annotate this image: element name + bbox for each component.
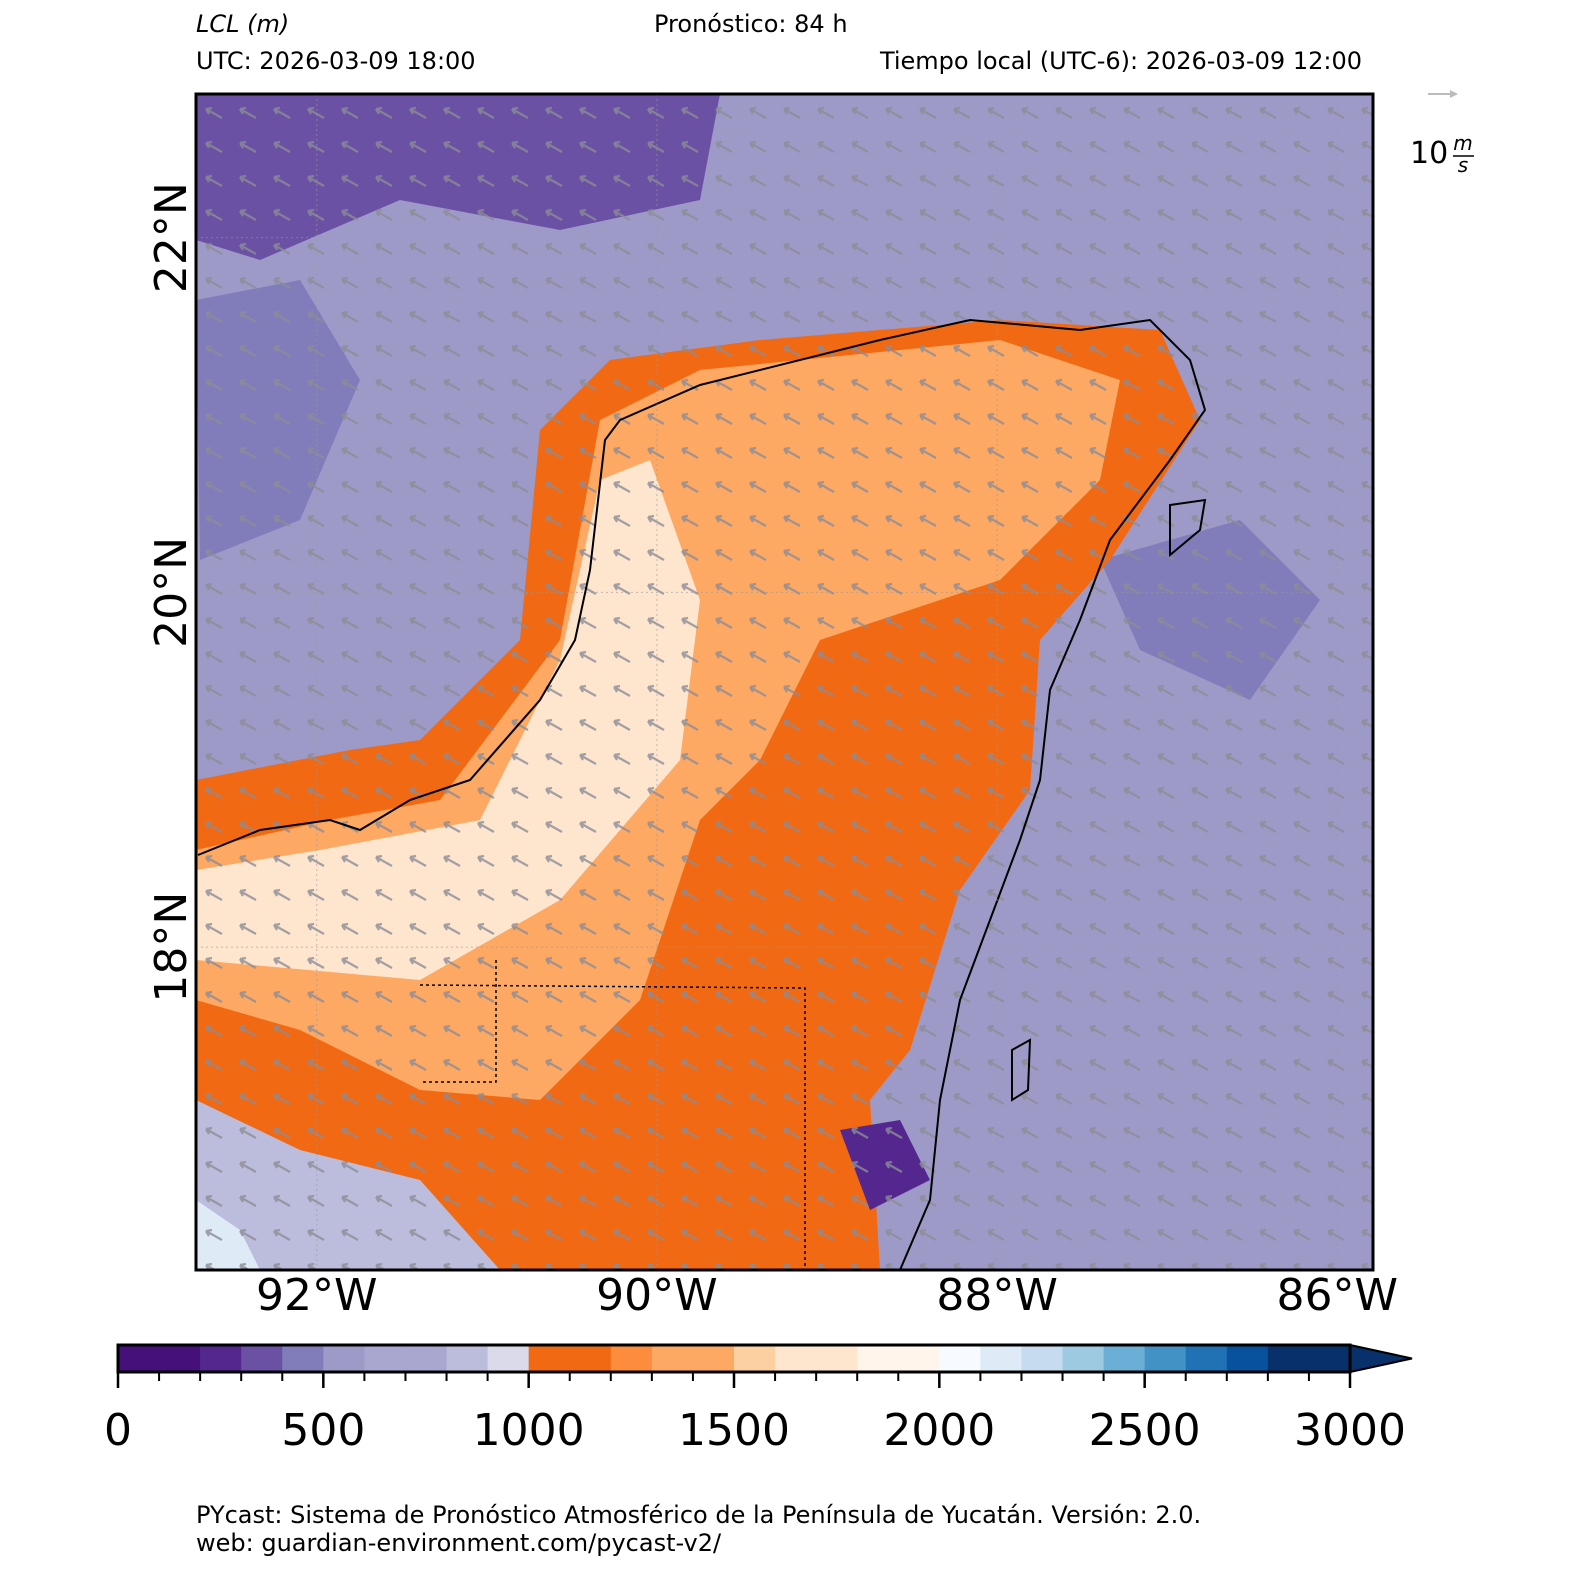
forecast-hour: Pronóstico: 84 h [654, 10, 848, 38]
color-bin [323, 1345, 365, 1372]
color-bin [734, 1345, 776, 1372]
wind-key-unit: m [1453, 131, 1472, 155]
color-bin [1103, 1345, 1146, 1372]
color-bin [775, 1345, 817, 1372]
extend-arrow [1349, 1343, 1413, 1374]
variable-title: LCL (m) [196, 10, 289, 38]
colorbar: 0 500 1000 1500 2000 2500 3000 [104, 1343, 1413, 1456]
color-bin [528, 1345, 571, 1372]
coastline [197, 318, 1207, 1270]
colorbar-tick-label: 1000 [473, 1405, 585, 1456]
lon-tick-label: 92°W [256, 1270, 378, 1321]
footer-text: web: guardian-environment.com/pycast-v2/ [196, 1529, 722, 1557]
color-bin [405, 1345, 448, 1372]
wind-key-unit: s [1458, 153, 1468, 177]
color-bin [610, 1345, 653, 1372]
color-bin [898, 1345, 940, 1372]
wind-vectors [196, 94, 1373, 1270]
color-bin [980, 1345, 1022, 1372]
color-bin [159, 1345, 201, 1372]
color-bin [282, 1345, 324, 1372]
graticule [196, 94, 1373, 1270]
colorbar-tick-label: 2500 [1089, 1405, 1201, 1456]
footer-text: PYcast: Sistema de Pronóstico Atmosféric… [196, 1501, 1201, 1529]
lon-tick-label: 88°W [936, 1270, 1058, 1321]
island [1011, 1038, 1032, 1102]
colorbar-tick-label: 0 [104, 1405, 132, 1456]
color-bin [364, 1345, 406, 1372]
color-bin [118, 1345, 160, 1372]
island [1169, 498, 1207, 558]
color-bin [1144, 1345, 1187, 1372]
colorbar-tick-label: 3000 [1294, 1405, 1406, 1456]
color-bin [651, 1345, 694, 1372]
wind-key-value: 10 [1410, 136, 1448, 171]
utc-time: UTC: 2026-03-09 18:00 [196, 47, 476, 75]
colorbar-tick-label: 2000 [883, 1405, 995, 1456]
color-bin [1185, 1345, 1228, 1372]
wind-key-arrowhead [1450, 90, 1458, 98]
color-bin [569, 1345, 612, 1372]
lon-tick-label: 90°W [596, 1270, 718, 1321]
map-frame [194, 92, 1375, 1272]
color-bin [692, 1345, 735, 1372]
lat-tick-label: 22°N [146, 182, 197, 293]
color-bin [1308, 1345, 1351, 1372]
lon-tick-label: 86°W [1277, 1270, 1399, 1321]
color-bin [446, 1345, 489, 1372]
color-bin [939, 1345, 981, 1372]
color-bin [1062, 1345, 1105, 1372]
color-bin [816, 1345, 858, 1372]
lat-tick-label: 20°N [146, 537, 197, 648]
color-bin [487, 1345, 530, 1372]
lat-tick-label: 18°N [146, 892, 197, 1003]
colorbar-tick-label: 500 [281, 1405, 365, 1456]
color-bin [1267, 1345, 1310, 1372]
color-bin [1226, 1345, 1269, 1372]
color-bin [1021, 1345, 1064, 1372]
color-bin [241, 1345, 283, 1372]
colorbar-tick-label: 1500 [678, 1405, 790, 1456]
map-field [196, 94, 1373, 1270]
color-bin [200, 1345, 242, 1372]
local-time: Tiempo local (UTC-6): 2026-03-09 12:00 [879, 47, 1362, 75]
border [419, 960, 806, 1270]
color-bin [857, 1345, 899, 1372]
